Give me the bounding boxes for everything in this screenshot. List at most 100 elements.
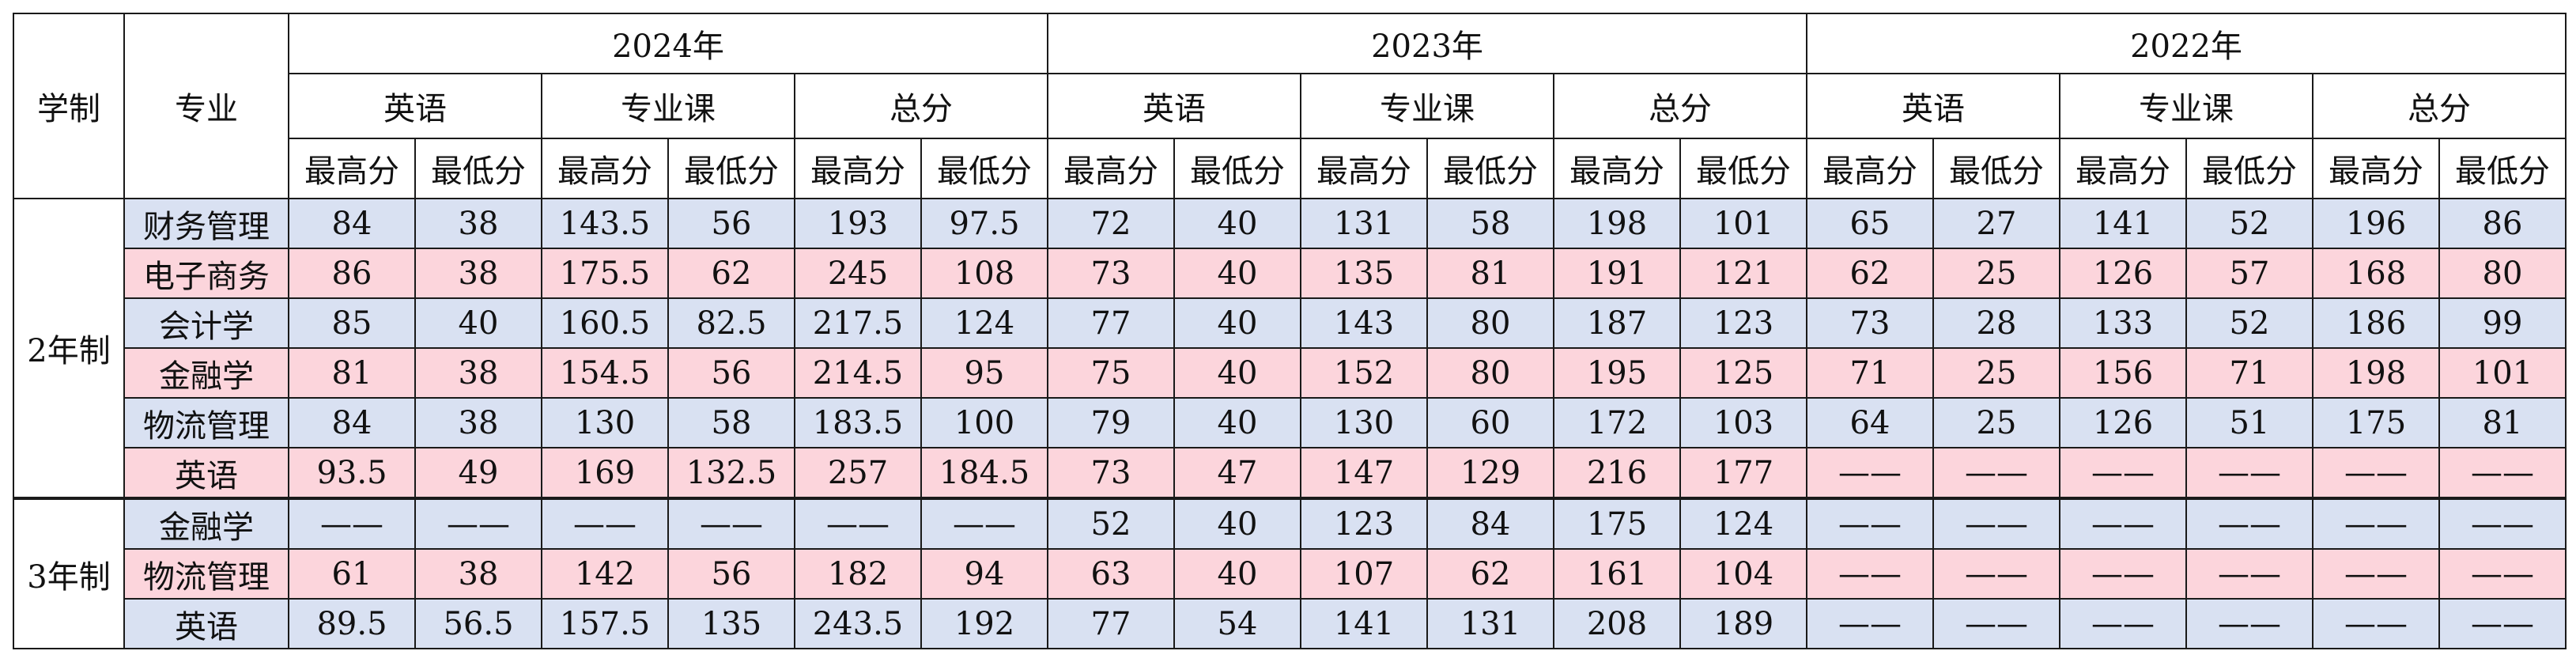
score-cell: —— [2438,548,2567,600]
score-cell: 121 [1679,248,1807,299]
score-cell: —— [2312,447,2440,499]
score-cell: 103 [1679,397,1807,448]
score-cell: 80 [2438,248,2567,299]
score-cell: —— [2185,598,2313,649]
score-cell: 130 [541,397,669,448]
score-cell: 40 [1173,248,1301,299]
score-cell: 99 [2438,297,2567,349]
header-max: 最高分 [288,138,416,199]
score-cell: —— [2438,497,2567,550]
score-cell: 61 [288,548,416,600]
score-cell: —— [2438,447,2567,499]
score-cell: 80 [1426,347,1554,399]
header-year: 2024年 [288,13,1048,74]
score-cell: 135 [1300,248,1428,299]
score-cell: 27 [1932,198,2060,249]
score-cell: 77 [1047,598,1175,649]
score-cell: 81 [2438,397,2567,448]
score-cell: 217.5 [794,297,922,349]
score-cell: 143.5 [541,198,669,249]
header-min: 最低分 [920,138,1048,199]
score-cell: 52 [1047,497,1175,550]
major-cell: 物流管理 [123,548,289,600]
score-cell: 104 [1679,548,1807,600]
score-cell: 62 [667,248,795,299]
score-cell: 191 [1553,248,1681,299]
score-cell: 58 [667,397,795,448]
score-cell: —— [414,497,542,550]
score-cell: 93.5 [288,447,416,499]
score-cell: 97.5 [920,198,1048,249]
score-cell: 57 [2185,248,2313,299]
header-max: 最高分 [541,138,669,199]
score-cell: 157.5 [541,598,669,649]
header-max: 最高分 [1806,138,1934,199]
score-cell: 79 [1047,397,1175,448]
score-cell: —— [2312,548,2440,600]
header-subject: 总分 [2312,73,2567,139]
major-cell: 金融学 [123,497,289,550]
header-subject: 总分 [1553,73,1807,139]
header-subject: 英语 [1047,73,1301,139]
score-cell: 56 [667,198,795,249]
score-cell: 183.5 [794,397,922,448]
score-cell: 135 [667,598,795,649]
score-cell: 56 [667,548,795,600]
score-cell: 84 [288,198,416,249]
table-row: 2年制 财务管理 84 38 143.5 56 193 97.5 72 40 131 58 198 101… [13,198,2567,499]
score-cell: 40 [1173,497,1301,550]
score-cell: 125 [1679,347,1807,399]
score-cell: —— [2059,497,2187,550]
score-cell: 156 [2059,347,2187,399]
header-max: 最高分 [1300,138,1428,199]
score-cell: 124 [920,297,1048,349]
major-cell: 电子商务 [123,248,289,299]
score-cell: 84 [1426,497,1554,550]
score-cell: 216 [1553,447,1681,499]
score-cell: 38 [414,397,542,448]
score-cell: 86 [2438,198,2567,249]
header-subject: 英语 [288,73,542,139]
score-cell: 142 [541,548,669,600]
major-cell: 财务管理 [123,198,289,249]
score-cell: 58 [1426,198,1554,249]
score-cell: 73 [1806,297,1934,349]
table-header: 学制 专业 2024年 2023年 2022年 英语 专业课 总分 英语 专业课 总分 英语 专业课 总分… [13,13,2567,199]
header-max: 最高分 [794,138,922,199]
major-cell: 物流管理 [123,397,289,448]
score-cell: 25 [1932,397,2060,448]
score-cell: 172 [1553,397,1681,448]
score-cell: 124 [1679,497,1807,550]
score-cell: —— [1932,497,2060,550]
score-cell: —— [2185,497,2313,550]
score-cell: 47 [1173,447,1301,499]
header-min: 最低分 [1173,138,1301,199]
score-cell: —— [2185,548,2313,600]
header-min: 最低分 [1426,138,1554,199]
score-cell: 154.5 [541,347,669,399]
score-cell: 85 [288,297,416,349]
header-subject: 总分 [794,73,1048,139]
score-cell: 81 [288,347,416,399]
score-cell: 245 [794,248,922,299]
score-cell: —— [2185,447,2313,499]
header-subject: 英语 [1806,73,2060,139]
table-row: 电子商务 86 38 175.5 62 245 108 73 40 135 81 191 121 62 25… [13,248,2567,299]
score-cell: —— [1806,548,1934,600]
score-cell: 49 [414,447,542,499]
score-cell: 257 [794,447,922,499]
header-min: 最低分 [1679,138,1807,199]
score-cell: 107 [1300,548,1428,600]
major-cell: 会计学 [123,297,289,349]
score-cell: 123 [1300,497,1428,550]
score-cell: 161 [1553,548,1681,600]
score-cell: 182 [794,548,922,600]
header-max: 最高分 [1047,138,1175,199]
table-row: 英语 89.5 56.5 157.5 135 243.5 192 77 54 141 131 208 1… [13,598,2567,649]
score-cell: 133 [2059,297,2187,349]
score-cell: 51 [2185,397,2313,448]
table-row: 物流管理 84 38 130 58 183.5 100 79 40 130 60 172 103 64 25… [13,397,2567,448]
score-cell: 38 [414,198,542,249]
score-cell: —— [1932,548,2060,600]
major-cell: 金融学 [123,347,289,399]
